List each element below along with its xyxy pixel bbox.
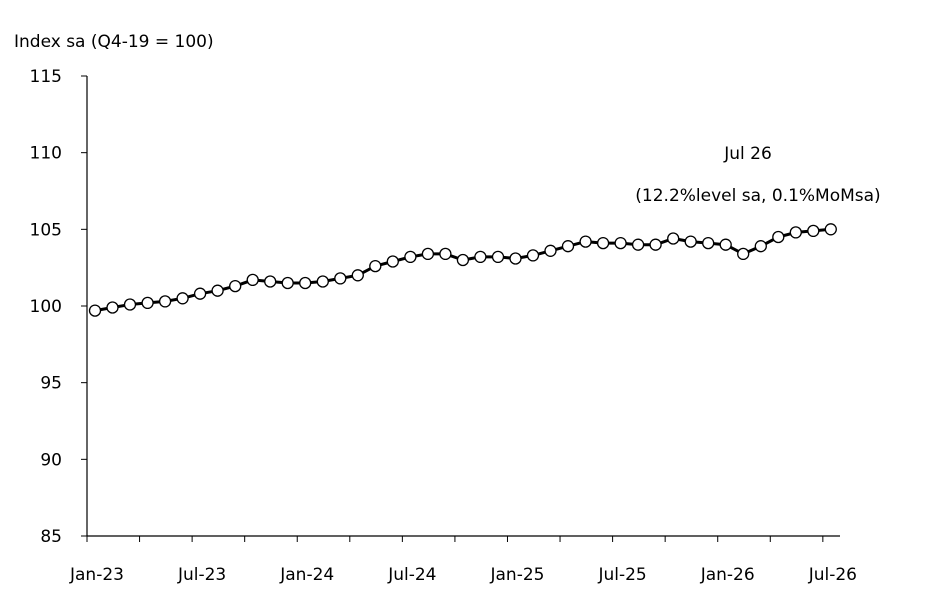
data-point (246, 273, 259, 287)
data-point (702, 236, 715, 250)
data-point (807, 224, 820, 238)
annotation-title: Jul 26 (723, 144, 772, 164)
data-point (631, 238, 645, 251)
series-line (94, 227, 831, 313)
data-point (737, 247, 750, 261)
data-point (299, 276, 312, 290)
data-point (789, 226, 802, 239)
x-axis: Jan-23 Jul-23 Jan-24 Jul-24 Jan-25 Jul-25 Jan-… (69, 535, 857, 585)
data-point (316, 275, 329, 288)
data-point (579, 235, 592, 248)
data-point (754, 240, 767, 253)
data-point (176, 292, 189, 305)
data-point (141, 296, 154, 310)
data-point (474, 250, 487, 264)
data-point (544, 244, 557, 257)
data-point (351, 269, 364, 282)
y-tick-label: 85 (40, 527, 62, 547)
data-point (491, 250, 505, 264)
x-tick-label: Jan-24 (279, 565, 334, 585)
y-tick-label: 110 (30, 144, 62, 164)
data-point (158, 295, 172, 308)
data-point (456, 253, 470, 267)
x-tick-label: Jul-23 (177, 565, 226, 585)
data-point (596, 236, 610, 250)
data-point (386, 255, 399, 268)
y-tick-label: 105 (30, 220, 62, 240)
data-point (369, 259, 382, 273)
data-point (211, 284, 224, 297)
data-point (772, 230, 785, 244)
data-point (561, 240, 575, 253)
x-tick-label: Jul-24 (387, 565, 436, 585)
y-axis: 85 90 95 100 105 110 115 (30, 67, 88, 547)
data-point (649, 238, 662, 251)
data-point (229, 279, 242, 293)
data-point (614, 236, 627, 250)
series-polyline (94, 227, 831, 313)
data-point (193, 287, 207, 300)
data-point (824, 223, 837, 236)
x-tick-label: Jul-25 (597, 565, 646, 585)
data-point (281, 276, 294, 290)
data-point (667, 232, 680, 245)
y-tick-label: 115 (30, 67, 62, 87)
data-point (439, 247, 452, 261)
data-point (421, 247, 435, 261)
data-point (526, 249, 540, 262)
annotation-detail: (12.2%level sa, 0.1%MoMsa) (635, 186, 880, 206)
data-point (106, 301, 119, 314)
x-tick-label: Jul-26 (808, 565, 857, 585)
y-tick-label: 90 (40, 450, 62, 470)
data-point (123, 298, 137, 311)
y-tick-label: 95 (40, 374, 62, 394)
series-points (88, 223, 837, 317)
data-point (719, 238, 732, 251)
y-tick-label: 100 (30, 297, 62, 317)
y-axis-label: Index sa (Q4-19 = 100) (14, 32, 214, 52)
data-point (88, 304, 102, 317)
data-point (509, 252, 522, 265)
data-point (264, 275, 277, 288)
data-point (334, 272, 347, 285)
data-point (404, 250, 417, 264)
data-point (684, 235, 697, 248)
x-tick-label: Jan-26 (700, 565, 755, 585)
x-tick-label: Jan-23 (69, 565, 124, 585)
x-tick-label: Jan-25 (489, 565, 544, 585)
